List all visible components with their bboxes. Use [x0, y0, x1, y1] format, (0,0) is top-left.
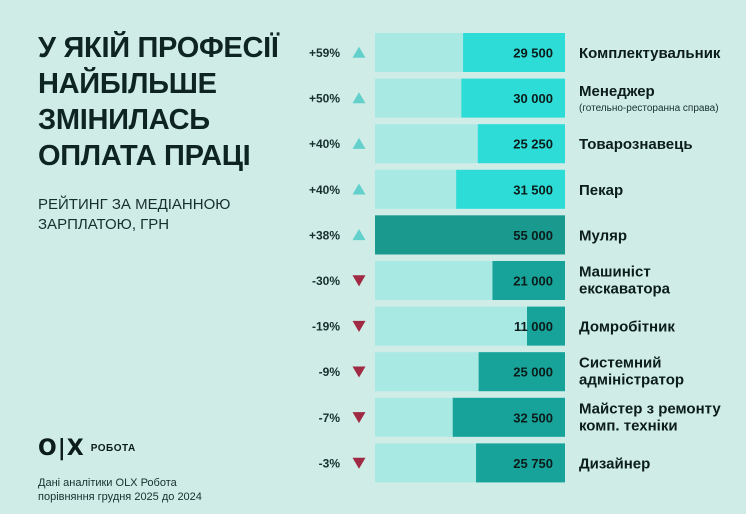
change-label: -9% [319, 365, 341, 379]
source-line: порівняння грудня 2025 до 2024 [38, 491, 202, 503]
logo-text: РОБОТА [90, 442, 136, 454]
olx-robota-logo: O|X РОБОТА [38, 434, 136, 462]
arrow-up-icon [352, 183, 366, 195]
title-line: ОПЛАТА ПРАЦІ [38, 140, 251, 172]
arrow-up-icon [352, 92, 366, 104]
category-label: адміністратор [579, 372, 684, 389]
arrow-up-icon [352, 46, 366, 58]
bar [375, 215, 565, 255]
change-label: -7% [319, 411, 341, 425]
arrow-down-icon [352, 366, 366, 378]
data-label: 29 500 [513, 46, 553, 61]
category-label: Комплектувальник [579, 45, 721, 62]
page-title: У ЯКІЙ ПРОФЕСІЇ НАЙБІЛЬШЕ ЗМІНИЛАСЬ ОПЛА… [38, 30, 298, 174]
olx-logo-mark: O|X [38, 435, 85, 461]
arrow-down-icon [352, 275, 366, 287]
change-label: -3% [319, 456, 341, 470]
change-label: +50% [309, 92, 340, 106]
arrow-up-icon [352, 229, 366, 241]
bar [461, 78, 565, 118]
data-label: 31 500 [513, 182, 553, 197]
category-label: Пекар [579, 182, 623, 199]
change-label: +38% [309, 228, 340, 242]
chart-subtitle: РЕЙТИНГ ЗА МЕДІАННОЮ ЗАРПЛАТОЮ, ГРН [38, 195, 268, 235]
bar [476, 443, 565, 483]
category-label: Домробітник [579, 319, 675, 336]
data-label: 25 000 [513, 365, 553, 380]
title-line: НАЙБІЛЬШЕ [38, 68, 217, 100]
category-label: Машиніст [579, 264, 651, 281]
category-label: Товарознавець [579, 136, 693, 153]
category-label: Системний [579, 355, 662, 372]
category-label: Майстер з ремонту [579, 400, 721, 417]
arrow-up-icon [352, 137, 366, 149]
category-label: екскаватора [579, 281, 671, 298]
data-label: 11 000 [514, 319, 553, 334]
bar [463, 33, 565, 72]
bar [456, 169, 565, 209]
source-note: Дані аналітики OLX Робота порівняння гру… [38, 476, 202, 504]
data-label: 21 000 [513, 274, 553, 289]
bar [478, 352, 565, 392]
bar [492, 261, 565, 300]
change-label: +59% [309, 46, 340, 60]
bar [477, 124, 565, 164]
change-label: +40% [309, 183, 340, 197]
change-label: +40% [309, 137, 340, 151]
bar [452, 397, 565, 437]
arrow-down-icon [352, 412, 366, 424]
bar [527, 306, 565, 346]
data-label: 25 750 [513, 456, 553, 471]
data-label: 25 250 [513, 137, 553, 152]
subtitle-line: РЕЙТИНГ ЗА МЕДІАННОЮ [38, 196, 231, 213]
arrow-down-icon [352, 457, 366, 469]
arrow-down-icon [352, 320, 366, 332]
category-label: комп. техніки [579, 417, 678, 434]
change-label: -30% [312, 274, 340, 288]
category-label: Дизайнер [579, 455, 650, 472]
data-label: 55 000 [513, 228, 553, 243]
category-note: (готельно-ресторанна справа) [579, 103, 719, 114]
data-label: 32 500 [513, 410, 553, 425]
source-line: Дані аналітики OLX Робота [38, 477, 177, 489]
title-line: У ЯКІЙ ПРОФЕСІЇ [38, 32, 279, 64]
category-label: Менеджер [579, 83, 655, 100]
title-line: ЗМІНИЛАСЬ [38, 104, 210, 136]
subtitle-line: ЗАРПЛАТОЮ, ГРН [38, 216, 170, 233]
data-label: 30 000 [513, 91, 553, 106]
change-label: -19% [312, 320, 340, 334]
category-label: Муляр [579, 227, 627, 244]
